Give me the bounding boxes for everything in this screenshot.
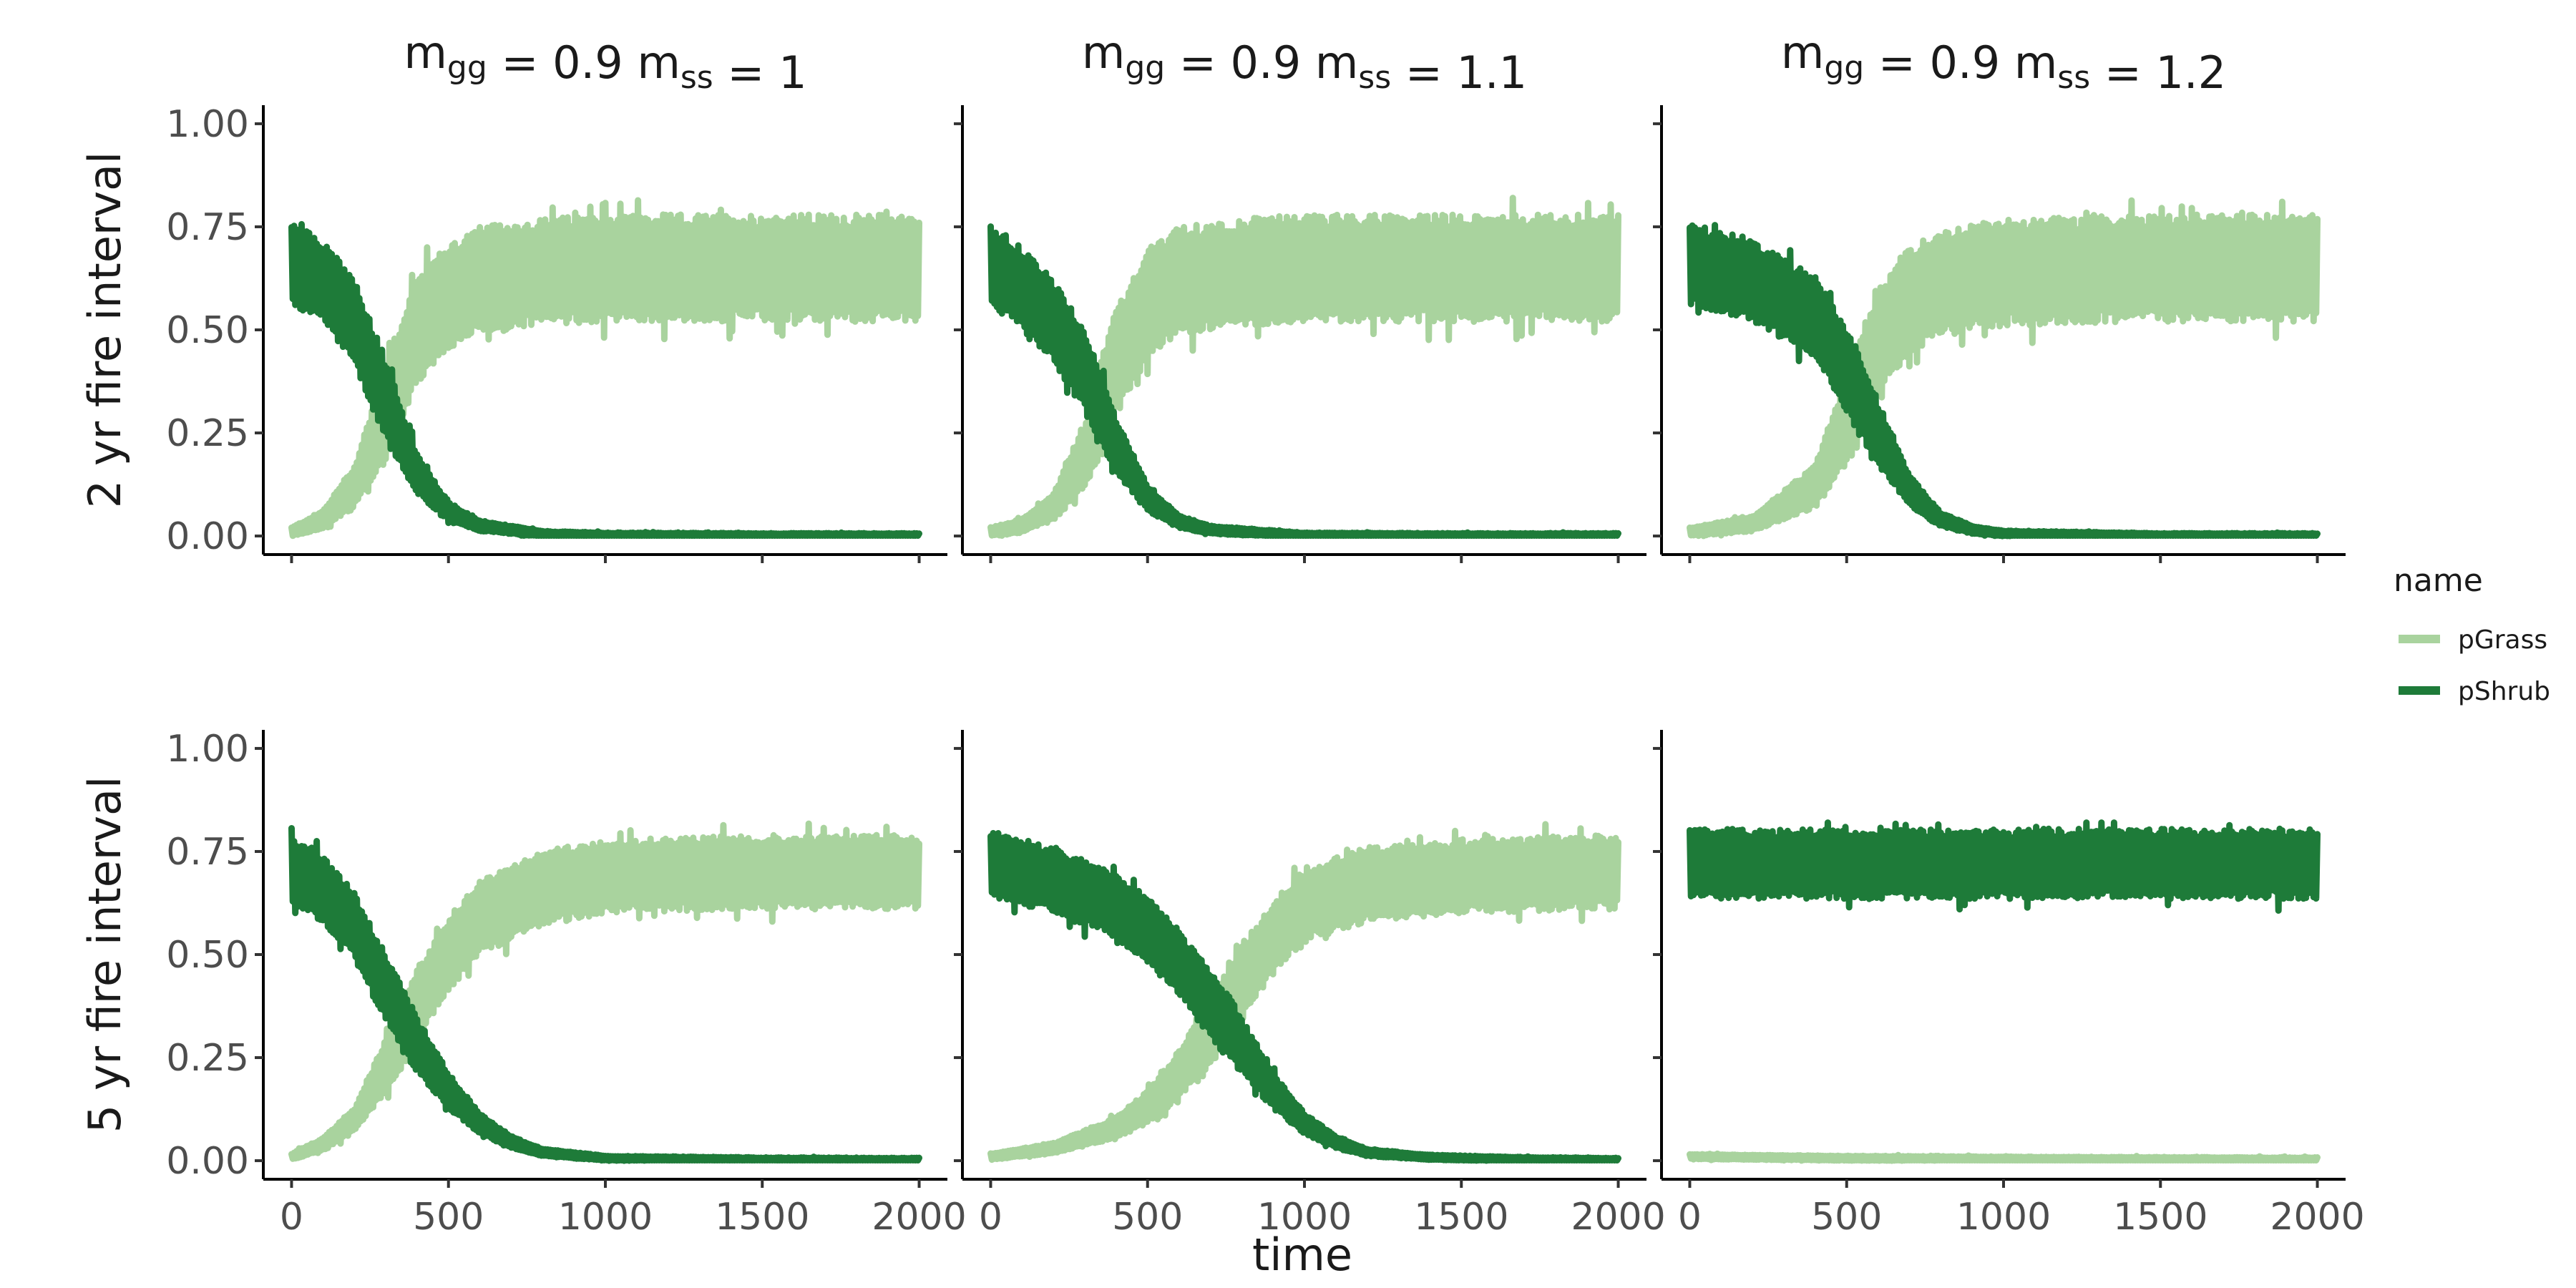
series-pShrub-r0-c1 (987, 223, 1621, 539)
series-pGrass-r0-c2 (1687, 197, 2321, 540)
panel-r1-c2: 0 500 1000 1500 2000 (1653, 730, 2365, 1239)
x-tick-label: 0 (1678, 1196, 1702, 1239)
panel-r0-c1 (954, 105, 1646, 563)
strip-text: m (404, 26, 447, 79)
strip-text: = 0.9 (487, 36, 638, 89)
x-tick-label: 1000 (1257, 1196, 1352, 1239)
strip-subscript: ss (680, 59, 713, 96)
x-tick-label: 1500 (2113, 1196, 2207, 1239)
x-tick-label: 2000 (2270, 1196, 2364, 1239)
strip-subscript: gg (1125, 49, 1165, 86)
series-pShrub-r1-c1 (987, 829, 1621, 1164)
strip-text: = 0.9 (1864, 36, 2014, 89)
x-tick-label: 1500 (715, 1196, 809, 1239)
strip-text: m (1082, 26, 1125, 79)
strip-text: = 1 (713, 47, 807, 99)
y-tick-label: 0.75 (166, 206, 249, 249)
strip-label-col1: mgg = 0.9 mss = 1.1 (1082, 26, 1527, 99)
x-tick-label: 500 (1112, 1196, 1183, 1239)
strip-text: m (1781, 26, 1824, 79)
strip-text: m (637, 36, 680, 89)
x-tick-label: 2000 (872, 1196, 966, 1239)
strip-subscript: gg (447, 49, 487, 86)
column-strip-labels: mgg = 0.9 mss = 1 mgg = 0.9 mss = 1.1 mgg … (404, 26, 2226, 99)
x-tick-label: 0 (979, 1196, 1002, 1239)
legend-label-pShrub: pShrub (2458, 677, 2550, 706)
strip-text: = 0.9 (1165, 36, 1315, 89)
legend-label-pGrass: pGrass (2458, 625, 2547, 655)
x-axis-title: time (1252, 1229, 1352, 1281)
y-tick-label: 0.00 (166, 515, 249, 558)
y-tick-label: 1.00 (166, 728, 249, 771)
y-tick-label: 0.25 (166, 1037, 249, 1080)
series-pShrub-r0-c0 (288, 220, 922, 539)
series-pGrass-r1-c0 (288, 820, 922, 1162)
y-tick-label: 0.50 (166, 934, 249, 977)
x-tick-label: 0 (280, 1196, 303, 1239)
panel-r1-c1: 0 500 1000 1500 2000 (954, 730, 1666, 1239)
row-axis-titles: 2 yr fire interval 5 yr fire interval (79, 152, 131, 1133)
strip-label-col2: mgg = 0.9 mss = 1.2 (1781, 26, 2226, 99)
x-tick-label: 500 (413, 1196, 484, 1239)
x-tick-label: 2000 (1571, 1196, 1665, 1239)
strip-subscript: gg (1824, 49, 1864, 86)
y-axis-title-row0: 2 yr fire interval (79, 152, 131, 508)
strip-subscript: ss (2057, 59, 2090, 96)
series-pShrub-r1-c2 (1687, 819, 2321, 914)
x-tick-label: 500 (1811, 1196, 1882, 1239)
strip-label-col0: mgg = 0.9 mss = 1 (404, 26, 806, 99)
series-pShrub-r1-c0 (288, 825, 922, 1164)
series-pGrass-r1-c1 (987, 821, 1621, 1163)
strip-text: = 1.1 (1391, 47, 1527, 99)
x-tick-label: 1000 (1956, 1196, 2051, 1239)
x-tick-label: 1000 (558, 1196, 653, 1239)
y-tick-label: 1.00 (166, 103, 249, 146)
y-tick-label: 0.75 (166, 831, 249, 874)
panels: 0.00 0.25 0.50 0.75 1.00 0.00 0.25 0.50 0.75 1.00… (166, 103, 2364, 1239)
x-tick-label: 1500 (1414, 1196, 1508, 1239)
legend: name pGrass pShrub (2394, 562, 2550, 706)
y-tick-label: 0.25 (166, 412, 249, 455)
strip-text: = 1.2 (2090, 47, 2226, 99)
y-axis-title-row1: 5 yr fire interval (79, 776, 131, 1133)
panel-r1-c0: 0.00 0.25 0.50 0.75 1.00 0 500 1000 1500 2000 (166, 728, 966, 1239)
series-pGrass-r1-c2 (1687, 1150, 2321, 1164)
strip-subscript: ss (1358, 59, 1391, 96)
y-tick-label: 0.50 (166, 309, 249, 352)
y-tick-label: 0.00 (166, 1140, 249, 1183)
panel-r0-c0: 0.00 0.25 0.50 0.75 1.00 (166, 103, 947, 563)
panel-r0-c2 (1653, 105, 2346, 563)
strip-text: m (1315, 36, 1358, 89)
series-pShrub-r0-c2 (1687, 222, 2321, 540)
legend-title: name (2394, 562, 2483, 599)
strip-text: m (2014, 36, 2057, 89)
